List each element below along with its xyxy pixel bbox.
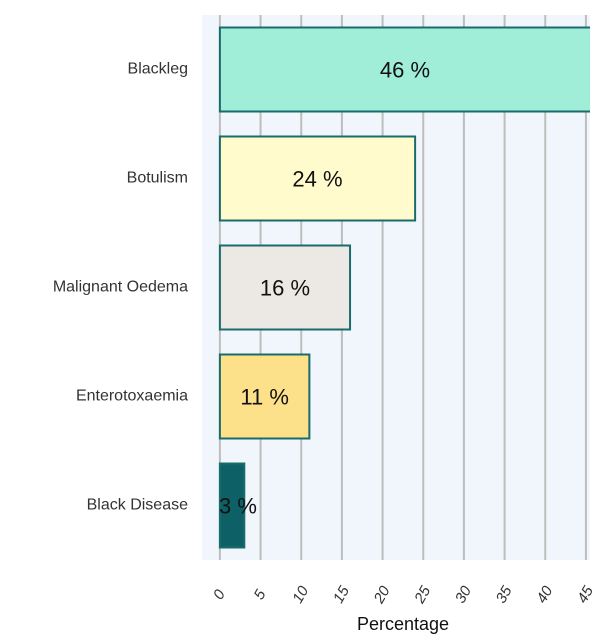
value-label: 11 % [240, 384, 289, 409]
value-label: 3 % [219, 493, 257, 518]
y-tick-label: Malignant Oedema [53, 279, 188, 296]
bar [218, 26, 590, 113]
x-tick-label: 25 [411, 583, 435, 607]
value-label: 24 % [292, 166, 342, 191]
bar [218, 462, 246, 549]
bar [218, 135, 417, 222]
x-tick-label: 5 [251, 586, 270, 602]
x-axis-label: Percentage [357, 614, 449, 634]
x-tick-label: 35 [493, 583, 516, 607]
value-label: 16 % [260, 275, 310, 300]
x-tick-label: 15 [330, 583, 353, 607]
x-tick-label: 0 [210, 586, 229, 602]
bar [218, 353, 311, 440]
y-tick-label: Enterotoxaemia [76, 388, 188, 405]
bar [218, 244, 352, 331]
x-tick-label: 45 [574, 583, 595, 607]
y-tick-label: Blackleg [128, 61, 188, 78]
x-tick-label: 10 [289, 583, 312, 607]
y-tick-label: Botulism [127, 170, 188, 187]
x-tick-label: 40 [533, 583, 556, 607]
x-tick-label: 20 [370, 583, 394, 607]
y-tick-label: Black Disease [87, 497, 188, 514]
x-tick-label: 30 [452, 583, 475, 607]
value-label: 46 % [380, 57, 430, 82]
